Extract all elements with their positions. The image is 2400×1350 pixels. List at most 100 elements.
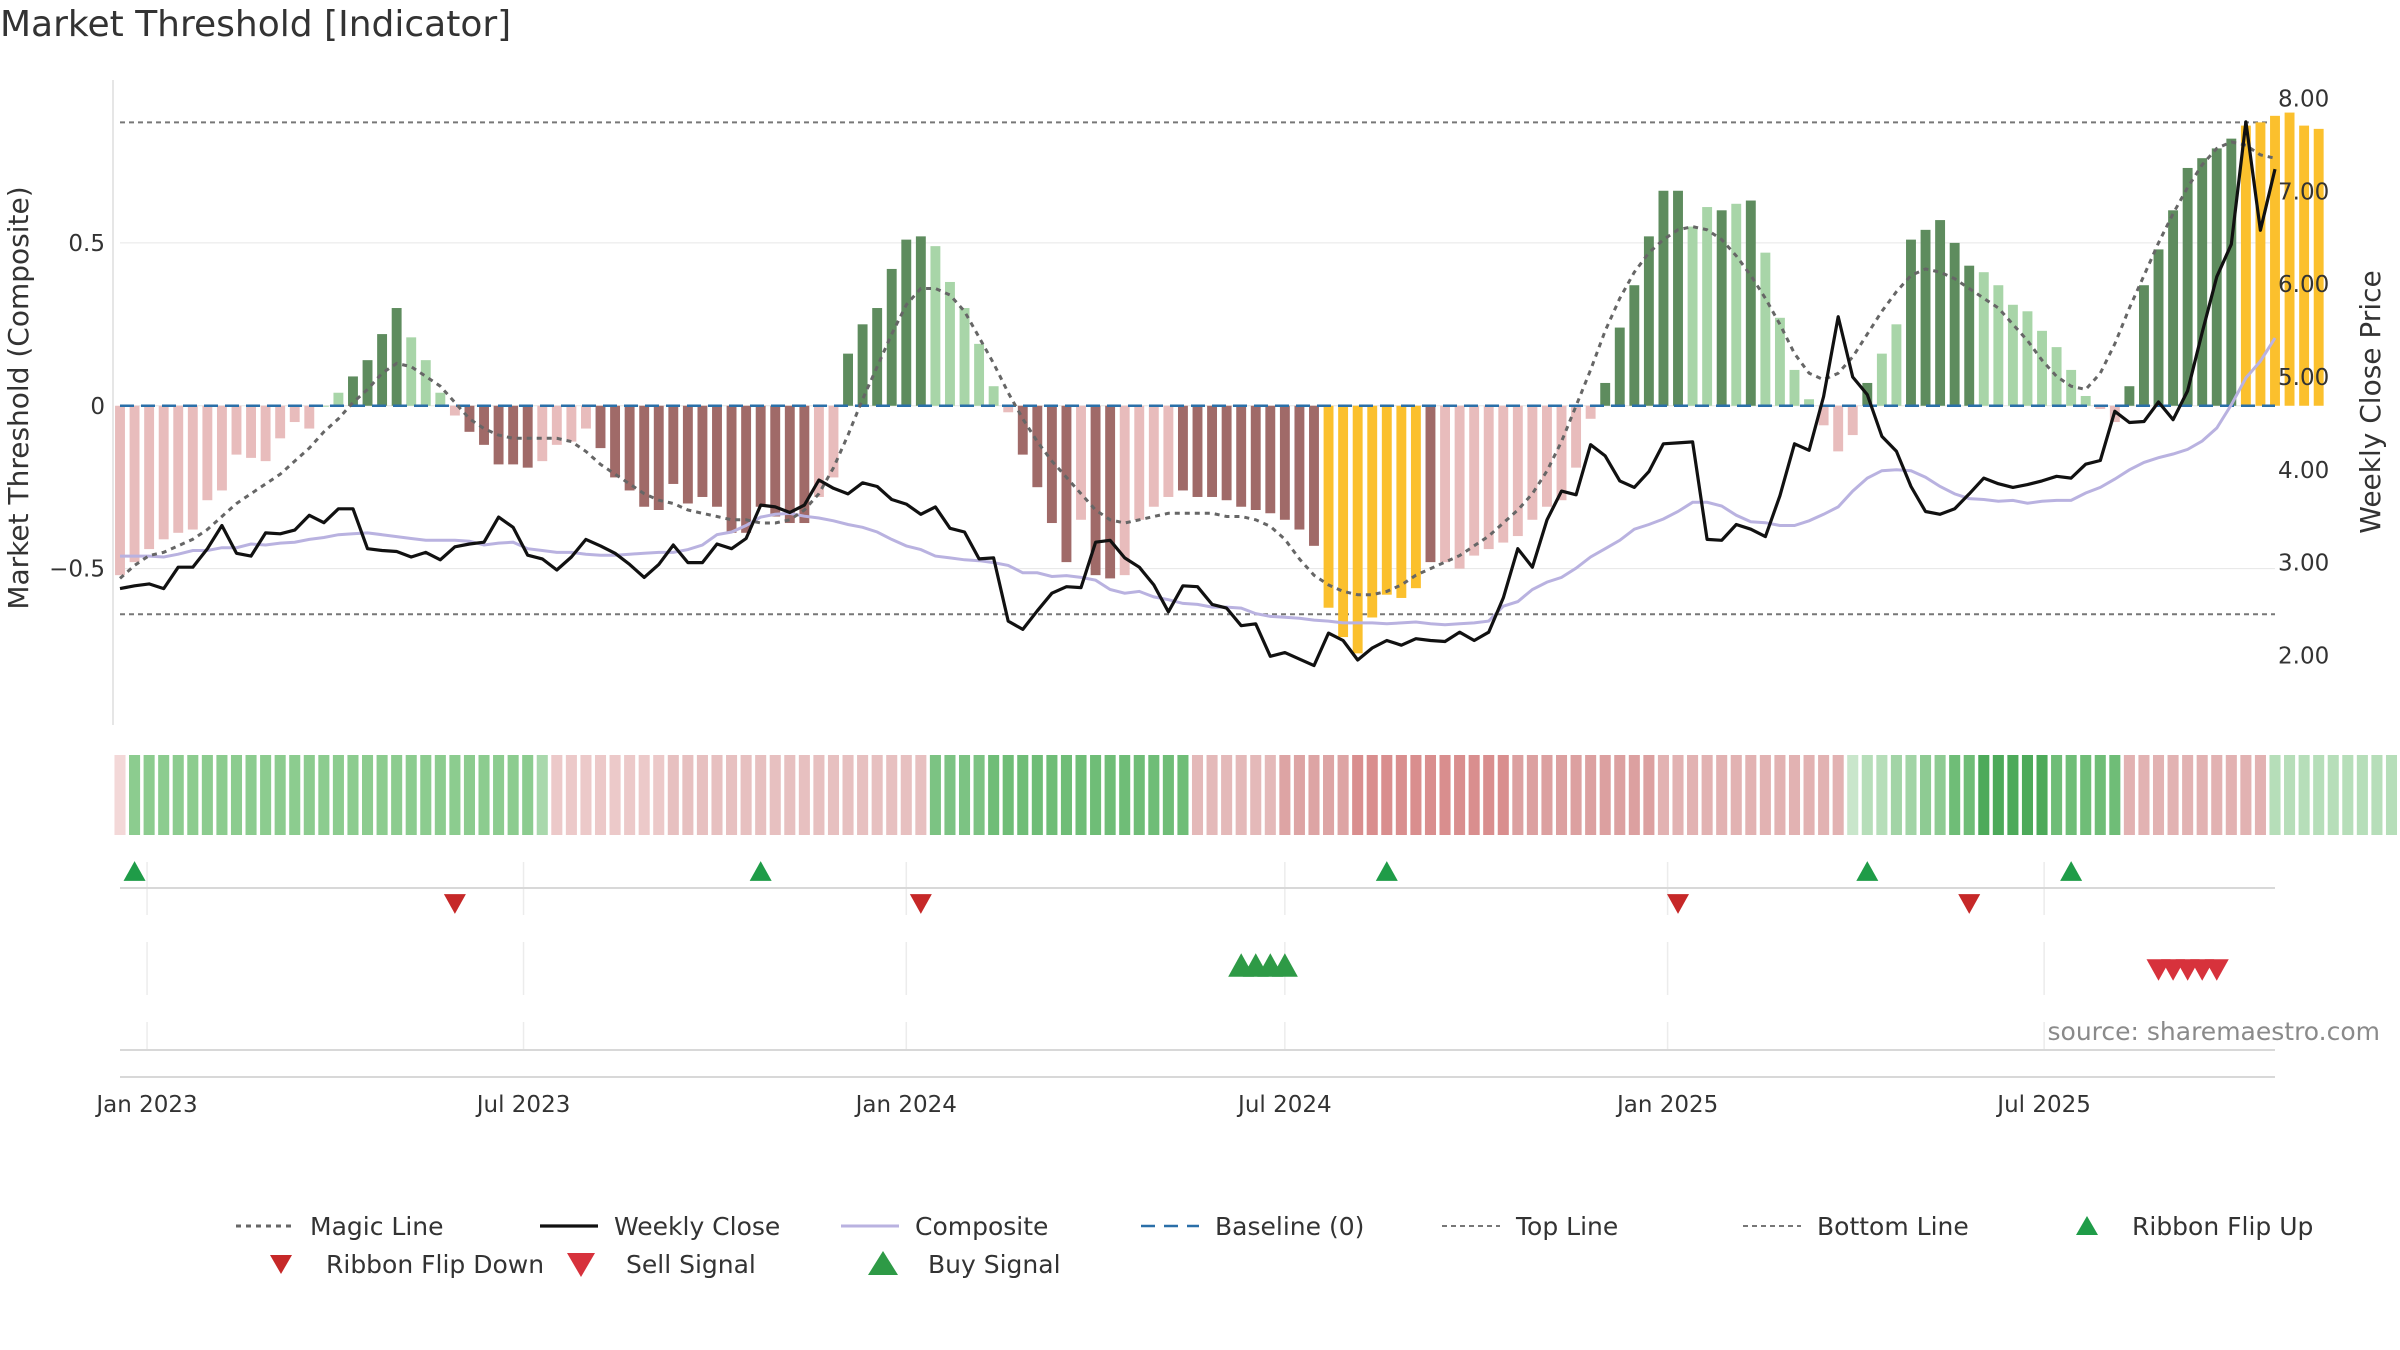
ribbon-cell xyxy=(1920,755,1932,835)
legend-item-top: Top Line xyxy=(1442,1212,1618,1241)
ribbon-cell xyxy=(187,755,199,835)
ribbon-cell xyxy=(114,755,126,835)
x-tick-label: Jan 2023 xyxy=(94,1092,197,1118)
composite-bar xyxy=(2197,158,2208,406)
composite-bar xyxy=(959,308,970,406)
composite-bar xyxy=(1964,265,1975,406)
composite-bar xyxy=(260,405,271,462)
ribbon-cell xyxy=(493,755,505,835)
ribbon-cell xyxy=(726,755,738,835)
ribbon-flip-down-marker xyxy=(443,894,466,914)
composite-bar xyxy=(377,334,388,406)
composite-bar xyxy=(901,239,912,406)
composite-bar xyxy=(1745,200,1756,406)
composite-bar xyxy=(318,405,329,407)
ribbon-cell xyxy=(988,755,1000,835)
composite-bar xyxy=(1920,229,1931,406)
composite-bar xyxy=(1119,405,1130,576)
legend-label: Weekly Close xyxy=(614,1212,780,1241)
ribbon-cell xyxy=(900,755,912,835)
ribbon-cell xyxy=(391,755,403,835)
ribbon-cell xyxy=(172,755,184,835)
ribbon-cell xyxy=(551,755,563,835)
composite-bar xyxy=(1192,405,1203,497)
ribbon-cell xyxy=(143,755,155,835)
ribbon-cell xyxy=(1876,755,1888,835)
composite-bar xyxy=(988,386,999,406)
ribbon-cell xyxy=(303,755,315,835)
ribbon-cell xyxy=(1643,755,1655,835)
ribbon-cell xyxy=(1046,755,1058,835)
ribbon-cell xyxy=(1934,755,1946,835)
composite-bar xyxy=(2095,405,2106,410)
ribbon-cell xyxy=(1104,755,1116,835)
composite-bar xyxy=(508,405,519,465)
composite-bar xyxy=(1265,405,1276,514)
composite-bar xyxy=(1804,399,1815,406)
ribbon-cell xyxy=(376,755,388,835)
ribbon-cell xyxy=(1293,755,1305,835)
composite-bar xyxy=(333,392,344,406)
ribbon-cell xyxy=(2240,755,2252,835)
ribbon-cell xyxy=(1221,755,1233,835)
ribbon-cell xyxy=(1818,755,1830,835)
composite-bar xyxy=(2240,125,2251,406)
legend-swatch xyxy=(2076,1216,2098,1235)
ribbon xyxy=(114,755,2398,835)
ribbon-cell xyxy=(857,755,869,835)
composite-bar xyxy=(1643,236,1654,406)
composite-bar xyxy=(1556,405,1567,501)
ribbon-cell xyxy=(1162,755,1174,835)
ribbon-cell xyxy=(886,755,898,835)
ribbon-cell xyxy=(245,755,257,835)
composite-bar xyxy=(697,405,708,497)
composite-bar xyxy=(2153,249,2164,406)
composite-bar xyxy=(886,268,897,406)
ribbon-cell xyxy=(1701,755,1713,835)
composite-bar xyxy=(1585,405,1596,419)
composite-bar xyxy=(2299,125,2310,406)
ribbon-cell xyxy=(2051,755,2063,835)
magic-line xyxy=(119,140,2276,597)
composite-bar xyxy=(144,405,155,550)
ribbon-cell xyxy=(1832,755,1844,835)
x-tick-label: Jul 2025 xyxy=(1995,1092,2091,1118)
ribbon-cell xyxy=(1992,755,2004,835)
composite-bar xyxy=(1017,405,1028,455)
composite-bar xyxy=(2066,369,2077,406)
ribbon-cell xyxy=(2211,755,2223,835)
composite-bar xyxy=(275,405,286,439)
ribbon-cell xyxy=(2298,755,2310,835)
series-lines xyxy=(119,120,2277,668)
composite-bar xyxy=(479,405,489,445)
composite-bar xyxy=(1163,405,1174,497)
composite-bar xyxy=(304,405,315,429)
ribbon-cell xyxy=(2385,755,2398,835)
ribbon-cell xyxy=(1090,755,1102,835)
ribbon-cell xyxy=(2080,755,2092,835)
ribbon-cell xyxy=(842,755,854,835)
ribbon-cell xyxy=(1250,755,1262,835)
ribbon-cell xyxy=(2021,755,2033,835)
ribbon-cell xyxy=(201,755,213,835)
ribbon-cell xyxy=(653,755,665,835)
composite-bar xyxy=(1702,207,1713,406)
ribbon-cell xyxy=(2269,755,2281,835)
signal-panels xyxy=(120,861,2275,1078)
buy-signal-marker xyxy=(1271,953,1298,977)
x-tick-label: Jul 2023 xyxy=(475,1092,571,1118)
ribbon-cell xyxy=(1002,755,1014,835)
composite-bar xyxy=(129,405,140,563)
composite-bar xyxy=(1731,203,1742,406)
composite-bar xyxy=(1935,220,1946,406)
ribbon-cell xyxy=(784,755,796,835)
ribbon-cell xyxy=(594,755,607,835)
ribbon-cell xyxy=(1424,755,1437,835)
ribbon-cell xyxy=(332,755,344,835)
composite-bar xyxy=(1367,405,1378,618)
composite-bar xyxy=(2313,128,2324,406)
composite-bar xyxy=(1833,405,1844,452)
composite-bar xyxy=(246,405,256,458)
composite-bar xyxy=(2270,115,2280,406)
composite-bar xyxy=(2255,122,2266,406)
